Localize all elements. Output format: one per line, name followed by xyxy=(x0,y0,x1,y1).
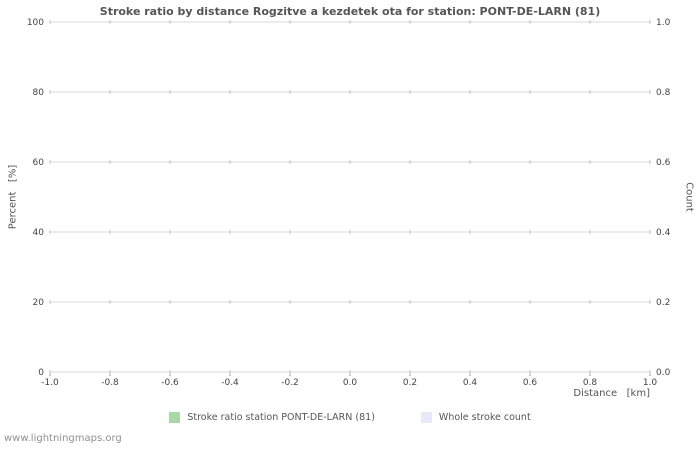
y-axis-label-left: Percent [%] xyxy=(7,164,19,230)
y-tick-label-left: 100 xyxy=(27,18,44,28)
y-tick-label-left: 40 xyxy=(33,228,45,238)
y-axis-label-right: Count xyxy=(683,182,695,212)
y-tick-label-left: 80 xyxy=(33,88,45,98)
y-tick-label-right: 0.4 xyxy=(656,228,671,238)
watermark-link[interactable]: www.lightningmaps.org xyxy=(4,433,122,444)
x-tick-label: -1.0 xyxy=(41,378,59,388)
x-tick-label: -0.2 xyxy=(281,378,299,388)
chart-title: Stroke ratio by distance Rogzitve a kezd… xyxy=(99,5,601,18)
y-tick-label-left: 0 xyxy=(38,368,44,378)
x-tick-label: 0.6 xyxy=(523,378,538,388)
x-tick-label: 0.2 xyxy=(403,378,417,388)
legend-swatch-whole-count xyxy=(420,412,432,423)
y-tick-label-right: 0.2 xyxy=(656,298,670,308)
y-tick-label-right: 0.8 xyxy=(656,88,671,98)
y-tick-label-right: 0.6 xyxy=(656,158,671,168)
y-tick-label-left: 60 xyxy=(33,158,45,168)
legend-label-stroke-ratio: Stroke ratio station PONT-DE-LARN (81) xyxy=(187,412,375,423)
y-tick-label-right: 1.0 xyxy=(656,18,671,28)
x-axis-label: Distance [km] xyxy=(573,388,650,399)
legend: Stroke ratio station PONT-DE-LARN (81) W… xyxy=(0,412,700,423)
y-tick-label-right: 0.0 xyxy=(656,368,671,378)
x-tick-label: 0.4 xyxy=(463,378,478,388)
legend-label-whole-count: Whole stroke count xyxy=(438,412,531,423)
x-tick-label: -0.8 xyxy=(101,378,119,388)
x-tick-label: 0.8 xyxy=(583,378,598,388)
y-tick-label-left: 20 xyxy=(33,298,45,308)
x-tick-label: -0.4 xyxy=(221,378,239,388)
legend-swatch-stroke-ratio xyxy=(169,412,181,423)
x-tick-label: 0.0 xyxy=(343,378,358,388)
x-tick-label: -0.6 xyxy=(161,378,179,388)
x-tick-label: 1.0 xyxy=(643,378,658,388)
